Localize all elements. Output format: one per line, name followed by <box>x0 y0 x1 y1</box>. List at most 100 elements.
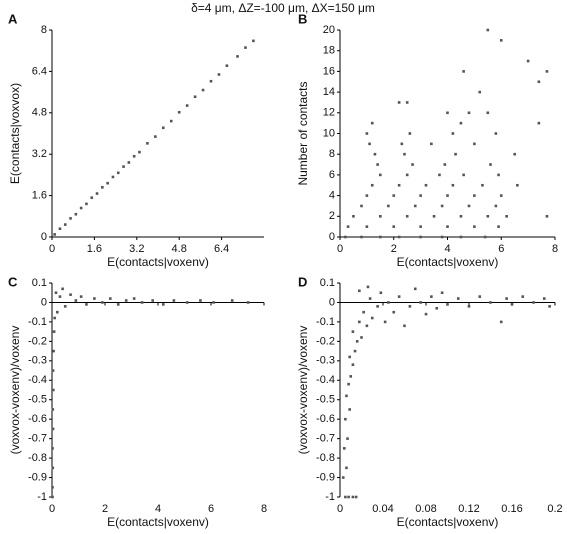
point <box>140 301 144 304</box>
point <box>387 204 390 208</box>
point <box>61 287 64 291</box>
point <box>348 355 351 359</box>
point <box>146 142 149 145</box>
point <box>513 152 516 156</box>
point <box>408 132 412 135</box>
point <box>516 183 519 187</box>
point <box>446 111 449 115</box>
point <box>383 320 387 324</box>
point <box>52 330 56 333</box>
y-tick-label: -0.4 <box>28 374 47 386</box>
x-tick-label: 3.2 <box>129 243 144 255</box>
point <box>451 132 455 135</box>
point <box>79 206 83 210</box>
point <box>246 301 250 304</box>
y-tick-label: 3.2 <box>32 148 47 160</box>
point <box>432 215 436 218</box>
point <box>172 299 176 302</box>
point <box>526 59 530 63</box>
point <box>532 301 535 304</box>
point <box>347 382 350 386</box>
point <box>379 291 383 295</box>
point <box>116 171 120 175</box>
point <box>443 163 447 166</box>
figure-title: δ=4 μm, ΔZ=-100 μm, ΔX=150 μm <box>191 1 375 15</box>
y-tick-label: 0.1 <box>320 277 335 289</box>
x-tick-label: 0.2 <box>547 503 562 515</box>
point <box>252 39 255 43</box>
point <box>489 301 492 304</box>
point <box>387 301 390 304</box>
x-tick-label: 4 <box>444 243 450 255</box>
point <box>419 301 422 304</box>
point <box>69 217 72 220</box>
point <box>365 132 369 135</box>
x-tick-label: 0.04 <box>372 503 393 515</box>
y-axis-label: (voxvox-voxenv)/voxenv <box>296 326 310 455</box>
point <box>366 285 370 289</box>
point <box>365 194 369 197</box>
point <box>360 204 363 208</box>
point <box>217 73 221 76</box>
point <box>462 173 465 177</box>
point <box>467 204 471 208</box>
point <box>370 121 374 125</box>
point <box>403 152 406 156</box>
point <box>124 299 128 302</box>
point <box>162 303 165 306</box>
point <box>505 297 508 300</box>
point <box>169 119 173 123</box>
point <box>354 495 358 499</box>
x-tick-label: 0 <box>337 503 343 515</box>
point <box>162 126 165 130</box>
y-tick-label: 2 <box>329 210 335 222</box>
y-axis-label: (voxvox-voxenv)/voxenv <box>8 326 22 455</box>
y-tick-label: -0.2 <box>316 335 335 347</box>
point <box>545 215 549 218</box>
y-axis-label: Number of contacts <box>296 81 310 185</box>
point <box>51 485 54 489</box>
x-tick-label: 0 <box>337 243 343 255</box>
x-tick-label: 0.16 <box>501 503 522 515</box>
y-tick-label: -0.7 <box>316 433 335 445</box>
x-axis-label: E(contacts|voxenv) <box>107 515 209 529</box>
x-tick-label: 4.8 <box>172 243 187 255</box>
point <box>109 297 112 300</box>
y-tick-label: 0 <box>329 296 335 308</box>
point <box>185 104 189 107</box>
point <box>58 227 62 231</box>
point <box>368 142 371 146</box>
x-tick-label: 8 <box>261 503 267 515</box>
y-tick-label: -0.5 <box>28 394 47 406</box>
point <box>343 447 346 450</box>
point <box>358 289 361 293</box>
y-axis-label: E(contacts|voxvox) <box>8 83 22 184</box>
point <box>85 202 88 206</box>
y-tick-label: 16 <box>323 65 335 77</box>
point <box>344 417 347 421</box>
point <box>483 235 487 239</box>
y-tick-label: 4 <box>329 190 335 202</box>
point <box>353 349 357 353</box>
y-tick-label: -0.1 <box>28 316 47 328</box>
x-tick-label: 6.4 <box>214 243 229 255</box>
point <box>90 196 94 199</box>
point <box>362 310 365 314</box>
point <box>52 388 55 392</box>
point <box>79 295 83 298</box>
point <box>346 225 350 228</box>
point <box>122 165 125 168</box>
point <box>419 194 422 197</box>
point <box>348 408 351 411</box>
point <box>446 303 449 306</box>
point <box>499 320 503 324</box>
point <box>101 186 104 189</box>
point <box>351 330 355 333</box>
point <box>95 192 99 195</box>
point <box>397 101 401 104</box>
point <box>52 349 55 353</box>
point <box>53 233 56 236</box>
point <box>352 215 355 218</box>
x-axis-label: E(contacts|voxenv) <box>107 255 209 269</box>
point <box>138 150 141 154</box>
